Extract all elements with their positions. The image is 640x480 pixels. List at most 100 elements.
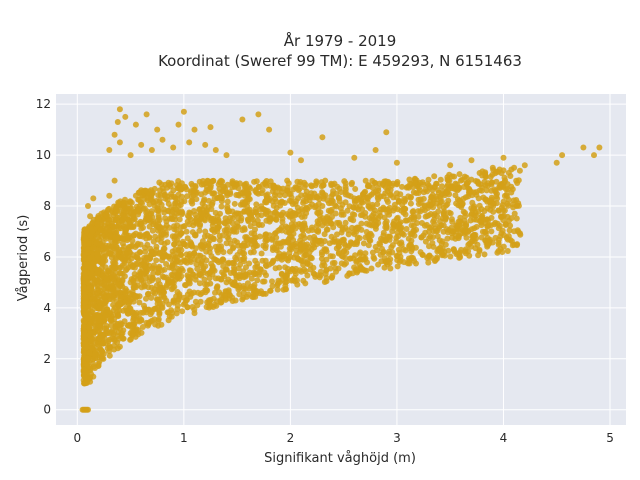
scatter-point — [449, 218, 456, 225]
scatter-point — [216, 219, 223, 226]
scatter-point — [100, 259, 107, 265]
scatter-point — [483, 216, 489, 223]
scatter-point — [383, 129, 390, 136]
scatter-point — [158, 239, 165, 246]
scatter-point — [362, 188, 369, 195]
scatter-point — [117, 322, 124, 328]
scatter-point — [123, 250, 130, 257]
scatter-point — [334, 231, 340, 238]
scatter-point — [127, 330, 134, 337]
scatter-point — [87, 264, 94, 271]
x-tick-label: 3 — [393, 431, 401, 445]
scatter-point — [370, 210, 377, 217]
scatter-point — [232, 254, 239, 261]
scatter-point — [111, 245, 118, 252]
scatter-point — [264, 191, 271, 198]
scatter-point — [86, 324, 93, 331]
scatter-point — [430, 228, 437, 235]
scatter-point — [196, 280, 203, 287]
scatter-point — [500, 154, 507, 161]
scatter-point — [419, 252, 426, 258]
scatter-point — [277, 226, 283, 233]
scatter-point — [393, 190, 400, 197]
scatter-point — [209, 226, 216, 233]
scatter-point — [96, 335, 103, 342]
scatter-point — [110, 259, 117, 266]
scatter-point — [134, 251, 141, 258]
scatter-point — [280, 209, 286, 216]
scatter-point — [307, 266, 314, 273]
scatter-point — [255, 111, 262, 118]
scatter-point — [204, 281, 211, 288]
scatter-point — [451, 248, 458, 255]
x-axis-ticks: 0 1 2 3 4 5 — [73, 431, 613, 445]
scatter-point — [410, 212, 417, 219]
scatter-point — [308, 182, 315, 189]
scatter-point — [223, 152, 230, 159]
scatter-point — [422, 186, 429, 193]
scatter-point — [170, 280, 177, 287]
scatter-point — [513, 215, 520, 222]
scatter-point — [95, 317, 102, 324]
y-tick-label: 12 — [36, 97, 51, 111]
scatter-point — [400, 205, 407, 212]
scatter-point — [89, 228, 96, 235]
scatter-point — [298, 221, 305, 228]
scatter-point — [216, 233, 223, 239]
scatter-point — [308, 246, 315, 253]
scatter-point — [447, 253, 454, 260]
scatter-point — [303, 252, 310, 258]
scatter-point — [184, 235, 191, 242]
scatter-point — [148, 191, 155, 198]
y-tick-label: 2 — [43, 352, 51, 366]
scatter-point — [217, 297, 224, 304]
scatter-point — [482, 196, 489, 203]
scatter-point — [196, 206, 203, 212]
scatter-point — [214, 213, 221, 220]
scatter-point — [91, 321, 98, 327]
scatter-point — [332, 265, 339, 272]
scatter-point — [323, 248, 330, 255]
scatter-point — [187, 267, 194, 274]
scatter-point — [223, 279, 230, 286]
scatter-point — [475, 180, 482, 187]
scatter-point — [118, 294, 125, 301]
scatter-point — [127, 290, 133, 297]
scatter-point — [419, 179, 426, 186]
scatter-point — [149, 277, 156, 284]
scatter-point — [198, 181, 205, 188]
scatter-point — [106, 292, 113, 299]
scatter-point — [148, 251, 155, 258]
scatter-point — [321, 231, 328, 238]
scatter-point — [143, 295, 149, 302]
scatter-point — [591, 152, 597, 159]
scatter-point — [372, 223, 379, 230]
scatter-point — [447, 162, 454, 169]
scatter-point — [194, 257, 201, 264]
scatter-point — [352, 266, 359, 273]
scatter-point — [482, 237, 489, 244]
scatter-point — [293, 243, 300, 250]
scatter-point — [402, 197, 409, 204]
scatter-point — [98, 264, 105, 271]
scatter-point — [374, 201, 381, 208]
scatter-point — [188, 180, 195, 187]
scatter-point — [425, 182, 432, 189]
scatter-point — [192, 232, 199, 239]
scatter-point — [88, 272, 95, 279]
scatter-point — [456, 171, 463, 178]
scatter-point — [398, 229, 405, 236]
scatter-point — [195, 289, 201, 296]
scatter-point — [288, 277, 295, 284]
scatter-point — [254, 277, 261, 284]
scatter-point — [455, 184, 462, 191]
scatter-point — [330, 238, 336, 245]
scatter-point — [224, 192, 231, 199]
scatter-point — [216, 237, 223, 244]
scatter-point — [174, 302, 181, 309]
scatter-point — [101, 313, 108, 320]
scatter-point — [95, 360, 102, 367]
scatter-point — [182, 282, 189, 289]
scatter-point — [179, 308, 186, 315]
scatter-point — [181, 198, 188, 205]
